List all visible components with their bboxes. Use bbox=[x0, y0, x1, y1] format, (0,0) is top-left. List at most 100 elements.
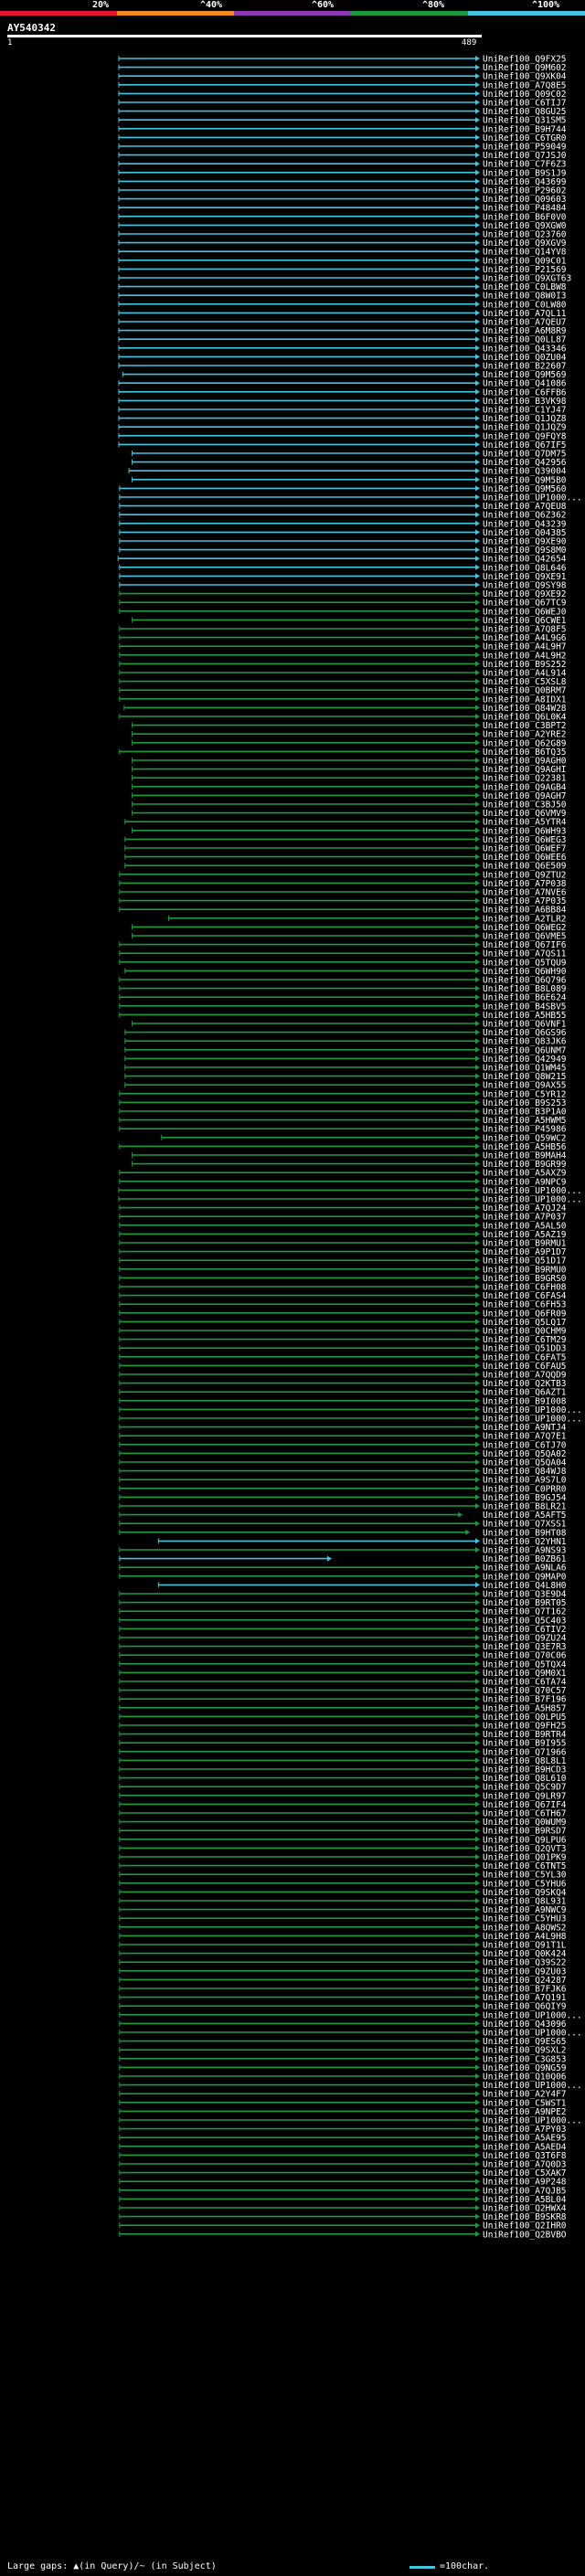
hit-row[interactable]: UniRef100_UP1000... bbox=[119, 493, 582, 504]
hit-row[interactable]: UniRef100_Q8W0I3 bbox=[118, 292, 567, 302]
hit-row[interactable]: UniRef100_C1YJ47 bbox=[118, 406, 567, 416]
hit-row[interactable]: UniRef100_B22607 bbox=[118, 362, 567, 372]
hit-row[interactable]: UniRef100_Q83JK6 bbox=[124, 1037, 567, 1047]
hit-label[interactable]: UniRef100_UP1000... bbox=[483, 1195, 582, 1205]
hit-label[interactable]: UniRef100_Q39004 bbox=[483, 467, 567, 477]
hit-row[interactable]: UniRef100_Q6VNF1 bbox=[131, 1020, 567, 1030]
hit-row[interactable]: UniRef100_Q9SKQ4 bbox=[119, 1888, 567, 1898]
hit-label[interactable]: UniRef100_A6BB84 bbox=[483, 906, 567, 916]
hit-label[interactable]: UniRef100_P48484 bbox=[483, 204, 567, 214]
hit-row[interactable]: UniRef100_Q43699 bbox=[118, 177, 567, 187]
hit-row[interactable]: UniRef100_Q1WM45 bbox=[124, 1064, 567, 1074]
hit-label[interactable]: UniRef100_Q2BVBO bbox=[483, 2230, 567, 2240]
hit-label[interactable]: UniRef100_C1YJ47 bbox=[483, 406, 567, 416]
hit-label[interactable]: UniRef100_B22607 bbox=[483, 362, 567, 372]
hit-label[interactable]: UniRef100_Q9ZU03 bbox=[483, 1966, 567, 1977]
hit-row[interactable]: UniRef100_A7QL11 bbox=[118, 309, 567, 319]
hit-row[interactable]: UniRef100_Q09603 bbox=[118, 195, 567, 205]
hit-label[interactable]: UniRef100_Q59WC2 bbox=[483, 1133, 567, 1143]
hit-row[interactable]: UniRef100_A4L9G6 bbox=[119, 633, 567, 643]
hit-row[interactable]: UniRef100_Q0CHM9 bbox=[119, 1327, 567, 1337]
hit-row[interactable]: UniRef100_Q3T6F8 bbox=[119, 2151, 567, 2161]
hit-row[interactable]: UniRef100_Q9FX25 bbox=[118, 55, 567, 65]
hit-label[interactable]: UniRef100_Q9SY98 bbox=[483, 581, 567, 591]
hit-row[interactable]: UniRef100_Q6E509 bbox=[124, 862, 567, 872]
hit-label[interactable]: UniRef100_A5AED4 bbox=[483, 2142, 567, 2152]
hit-label[interactable]: UniRef100_C6FAT5 bbox=[483, 1352, 567, 1362]
hit-label[interactable]: UniRef100_UP1000... bbox=[483, 2081, 582, 2091]
hit-label[interactable]: UniRef100_Q43346 bbox=[483, 344, 567, 354]
hit-row[interactable]: UniRef100_Q5LQ17 bbox=[119, 1318, 567, 1328]
hit-row[interactable]: UniRef100_A7NVE6 bbox=[119, 888, 567, 898]
hit-row[interactable]: UniRef100_A9P1D7 bbox=[119, 1247, 567, 1257]
hit-label[interactable]: UniRef100_B9RMU0 bbox=[483, 1265, 567, 1275]
hit-label[interactable]: UniRef100_Q9FH25 bbox=[483, 1722, 567, 1732]
hit-label[interactable]: UniRef100_Q9M560 bbox=[483, 484, 567, 494]
hit-row[interactable]: UniRef100_C6TNT5 bbox=[119, 1861, 567, 1871]
hit-row[interactable]: UniRef100_A2Y4F7 bbox=[119, 2090, 567, 2100]
hit-row[interactable]: UniRef100_A5HB56 bbox=[119, 1142, 567, 1152]
hit-label[interactable]: UniRef100_C5WST1 bbox=[483, 2098, 567, 2108]
hit-label[interactable]: UniRef100_Q9XE91 bbox=[483, 572, 567, 582]
hit-row[interactable]: UniRef100_A7P035 bbox=[119, 896, 567, 906]
hit-label[interactable]: UniRef100_A4L9H2 bbox=[483, 651, 567, 661]
hit-row[interactable]: UniRef100_Q6WEE6 bbox=[124, 853, 567, 863]
hit-label[interactable]: UniRef100_B9GR99 bbox=[483, 1160, 567, 1170]
hit-row[interactable]: UniRef100_C6FAU5 bbox=[119, 1362, 567, 1372]
hit-row[interactable]: UniRef100_Q43096 bbox=[119, 2019, 567, 2030]
hit-row[interactable]: UniRef100_C3G853 bbox=[119, 2054, 567, 2064]
hit-row[interactable]: UniRef100_C6TA74 bbox=[119, 1678, 567, 1688]
hit-row[interactable]: UniRef100_A7Q8F5 bbox=[119, 625, 567, 635]
hit-row[interactable]: UniRef100_A8QWS2 bbox=[119, 1923, 567, 1933]
hit-label[interactable]: UniRef100_A8QWS2 bbox=[483, 1923, 567, 1933]
hit-label[interactable]: UniRef100_Q9AX55 bbox=[483, 1081, 567, 1091]
hit-row[interactable]: UniRef100_C5XSL8 bbox=[119, 677, 567, 687]
hit-label[interactable]: UniRef100_B9S1J9 bbox=[483, 168, 567, 178]
hit-label[interactable]: UniRef100_Q6WEJ0 bbox=[483, 607, 567, 617]
hit-label[interactable]: UniRef100_Q6WEE6 bbox=[483, 853, 567, 863]
hit-label[interactable]: UniRef100_A7P035 bbox=[483, 896, 567, 906]
hit-label[interactable]: UniRef100_Q9SKQ4 bbox=[483, 1888, 567, 1898]
hit-label[interactable]: UniRef100_Q41086 bbox=[483, 379, 567, 389]
hit-row[interactable]: UniRef100_Q9XK04 bbox=[118, 72, 567, 82]
hit-row[interactable]: UniRef100_Q7XSS1 bbox=[119, 1520, 567, 1530]
hit-row[interactable]: UniRef100_C5XAK7 bbox=[119, 2168, 567, 2178]
hit-row[interactable]: UniRef100_Q39004 bbox=[128, 467, 567, 477]
hit-row[interactable]: UniRef100_Q7JSJ0 bbox=[118, 151, 567, 161]
hit-row[interactable]: UniRef100_Q2HWX4 bbox=[119, 2204, 567, 2214]
hit-row[interactable]: UniRef100_Q5QA04 bbox=[119, 1458, 567, 1468]
hit-row[interactable]: UniRef100_B9SKR8 bbox=[119, 2212, 567, 2222]
hit-label[interactable]: UniRef100_C5YHU3 bbox=[483, 1914, 567, 1924]
hit-row[interactable]: UniRef100_B9HCD3 bbox=[119, 1765, 567, 1776]
hit-label[interactable]: UniRef100_Q8L646 bbox=[483, 563, 567, 573]
hit-label[interactable]: UniRef100_B9RT05 bbox=[483, 1598, 567, 1608]
hit-label[interactable]: UniRef100_Q5QA02 bbox=[483, 1449, 567, 1459]
hit-row[interactable]: UniRef100_Q6WEJ0 bbox=[119, 607, 567, 617]
hit-row[interactable]: UniRef100_Q6VMV9 bbox=[131, 809, 567, 819]
hit-label[interactable]: UniRef100_Q8W215 bbox=[483, 1072, 567, 1082]
hit-row[interactable]: UniRef100_B6F0V0 bbox=[118, 212, 567, 222]
hit-label[interactable]: UniRef100_B9S252 bbox=[483, 660, 567, 670]
hit-label[interactable]: UniRef100_Q91T1L bbox=[483, 1941, 567, 1951]
hit-row[interactable]: UniRef100_P45986 bbox=[119, 1125, 567, 1135]
hit-row[interactable]: UniRef100_UP1000... bbox=[119, 2010, 582, 2020]
hit-row[interactable]: UniRef100_A7QJB5 bbox=[119, 2186, 567, 2196]
hit-label[interactable]: UniRef100_B0ZB61 bbox=[483, 1554, 567, 1564]
hit-row[interactable]: UniRef100_Q9XE90 bbox=[119, 537, 567, 547]
hit-row[interactable]: UniRef100_B9GR99 bbox=[131, 1160, 567, 1170]
hit-label[interactable]: UniRef100_C6TH67 bbox=[483, 1809, 567, 1819]
hit-label[interactable]: UniRef100_A4L9H7 bbox=[483, 642, 567, 652]
hit-label[interactable]: UniRef100_B9MAH4 bbox=[483, 1151, 567, 1161]
hit-row[interactable]: UniRef100_B9RMU1 bbox=[119, 1239, 567, 1249]
hit-label[interactable]: UniRef100_C6FAS4 bbox=[483, 1291, 567, 1301]
hit-label[interactable]: UniRef100_Q6WEF7 bbox=[483, 844, 567, 854]
hit-label[interactable]: UniRef100_Q6AZT1 bbox=[483, 1388, 567, 1398]
hit-label[interactable]: UniRef100_A7QJB5 bbox=[483, 2186, 567, 2196]
hit-label[interactable]: UniRef100_P21569 bbox=[483, 265, 567, 275]
hit-row[interactable]: UniRef100_C5YHU6 bbox=[119, 1879, 567, 1889]
hit-label[interactable]: UniRef100_A7QEU7 bbox=[483, 318, 567, 328]
hit-row[interactable]: UniRef100_A7P037 bbox=[119, 1213, 567, 1223]
hit-label[interactable]: UniRef100_Q2KTB3 bbox=[483, 1379, 567, 1389]
hit-label[interactable]: UniRef100_B8L089 bbox=[483, 984, 567, 994]
hit-row[interactable]: UniRef100_Q5TQX4 bbox=[119, 1659, 567, 1670]
